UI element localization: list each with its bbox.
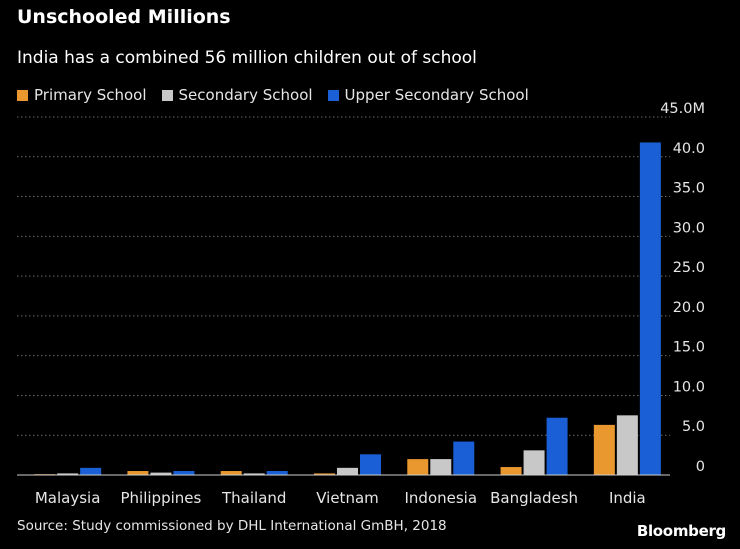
legend-item-secondary: Secondary School [161, 86, 313, 104]
legend-label-secondary: Secondary School [178, 86, 313, 104]
bar-philippines-primary-school [127, 471, 149, 475]
bar-indonesia-secondary-school [430, 459, 452, 475]
legend-label-primary: Primary School [34, 86, 147, 104]
bar-vietnam-upper-secondary-school [360, 454, 381, 475]
bar-india-primary-school [593, 424, 615, 475]
bar-philippines-secondary-school [150, 472, 172, 475]
bar-thailand-upper-secondary-school [266, 471, 288, 475]
bar-india-upper-secondary-school [639, 142, 661, 476]
bar-vietnam-secondary-school [337, 467, 358, 475]
chart-title: Unschooled Millions [17, 6, 231, 28]
x-tick-label: Indonesia [405, 489, 478, 507]
y-tick-label: 45.0M [660, 101, 705, 117]
bar-indonesia-upper-secondary-school [453, 441, 475, 475]
x-tick-label: Philippines [121, 489, 202, 507]
legend-swatch-secondary [161, 89, 173, 101]
bar-indonesia-primary-school [407, 459, 429, 475]
legend-label-upper-secondary: Upper Secondary School [344, 86, 529, 104]
legend-item-primary: Primary School [17, 86, 147, 104]
bar-bangladesh-upper-secondary-school [546, 417, 568, 475]
legend-item-upper-secondary: Upper Secondary School [327, 86, 529, 104]
y-tick-label: 30.0 [673, 220, 705, 236]
legend-swatch-primary [17, 89, 28, 101]
bar-india-secondary-school [616, 415, 638, 475]
legend: Primary School Secondary School Upper Se… [17, 86, 544, 104]
bloomberg-logo: Bloomberg [636, 522, 726, 540]
bar-vietnam-primary-school [314, 473, 335, 475]
bar-bangladesh-primary-school [500, 467, 522, 475]
x-tick-label: Thailand [221, 489, 286, 507]
x-tick-label: India [609, 489, 646, 507]
y-tick-label: 40.0 [673, 141, 705, 157]
y-tick-label: 15.0 [673, 340, 705, 356]
y-tick-label: 25.0 [673, 260, 705, 276]
bar-thailand-secondary-school [243, 473, 265, 475]
y-tick-label: 0 [696, 459, 705, 475]
y-tick-label: 20.0 [673, 300, 705, 316]
bar-bangladesh-secondary-school [523, 450, 545, 475]
legend-swatch-upper-secondary [327, 89, 339, 101]
x-tick-label: Vietnam [316, 489, 379, 507]
y-tick-label: 5.0 [682, 419, 705, 435]
bar-thailand-primary-school [220, 471, 242, 475]
bar-philippines-upper-secondary-school [173, 471, 195, 475]
bar-malaysia-upper-secondary-school [80, 467, 102, 475]
y-tick-label: 10.0 [673, 379, 705, 395]
y-tick-label: 35.0 [673, 181, 705, 197]
x-tick-label: Bangladesh [490, 489, 578, 507]
source-note: Source: Study commissioned by DHL Intern… [17, 518, 447, 534]
bar-malaysia-secondary-school [57, 473, 79, 475]
x-tick-label: Malaysia [35, 489, 101, 507]
chart-subtitle: India has a combined 56 million children… [17, 48, 477, 68]
